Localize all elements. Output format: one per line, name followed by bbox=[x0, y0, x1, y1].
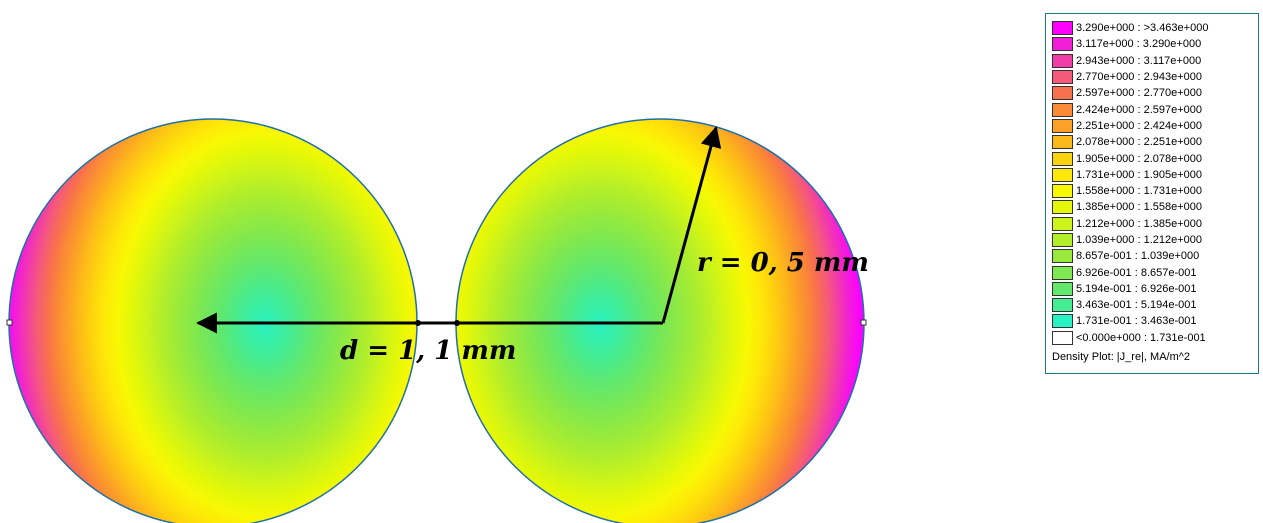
legend-row: 2.424e+000 : 2.597e+000 bbox=[1052, 101, 1252, 117]
legend-row: 1.212e+000 : 1.385e+000 bbox=[1052, 216, 1252, 232]
legend-range-label: 2.770e+000 : 2.943e+000 bbox=[1076, 71, 1203, 84]
legend-row: <0.000e+000 : 1.731e-001 bbox=[1052, 330, 1252, 346]
contact-point-right bbox=[454, 320, 460, 326]
legend-row: 3.463e-001 : 5.194e-001 bbox=[1052, 297, 1252, 313]
legend-row: 1.558e+000 : 1.731e+000 bbox=[1052, 183, 1252, 199]
legend-swatch bbox=[1052, 167, 1073, 182]
contact-point-left bbox=[415, 320, 421, 326]
legend-swatch bbox=[1052, 314, 1073, 329]
legend-row: 2.770e+000 : 2.943e+000 bbox=[1052, 69, 1252, 85]
legend-swatch bbox=[1052, 21, 1073, 36]
legend-swatch bbox=[1052, 298, 1073, 313]
legend-range-label: 1.385e+000 : 1.558e+000 bbox=[1076, 201, 1203, 214]
right-edge-node bbox=[860, 319, 867, 326]
legend-swatch bbox=[1052, 330, 1073, 345]
legend-swatch bbox=[1052, 86, 1073, 101]
legend-rows: 3.290e+000 : >3.463e+000 3.117e+000 : 3.2… bbox=[1052, 20, 1252, 346]
radius-label: r = 0, 5 mm bbox=[697, 248, 869, 278]
legend-swatch bbox=[1052, 70, 1073, 85]
legend-row: 2.078e+000 : 2.251e+000 bbox=[1052, 134, 1252, 150]
legend-swatch bbox=[1052, 281, 1073, 296]
legend-range-label: 1.731e-001 : 3.463e-001 bbox=[1076, 315, 1197, 328]
legend-range-label: 2.078e+000 : 2.251e+000 bbox=[1076, 136, 1203, 149]
legend-row: 1.039e+000 : 1.212e+000 bbox=[1052, 232, 1252, 248]
left-conductor-disc bbox=[8, 118, 418, 523]
legend-swatch bbox=[1052, 53, 1073, 68]
legend-swatch bbox=[1052, 37, 1073, 52]
legend-row: 1.385e+000 : 1.558e+000 bbox=[1052, 199, 1252, 215]
legend-swatch bbox=[1052, 200, 1073, 215]
legend-range-label: 1.731e+000 : 1.905e+000 bbox=[1076, 168, 1203, 181]
legend-row: 1.905e+000 : 2.078e+000 bbox=[1052, 150, 1252, 166]
legend-swatch bbox=[1052, 233, 1073, 247]
legend-row: 6.926e-001 : 8.657e-001 bbox=[1052, 264, 1252, 280]
legend-swatch bbox=[1052, 118, 1073, 133]
legend-range-label: 6.926e-001 : 8.657e-001 bbox=[1076, 266, 1197, 279]
legend-row: 1.731e+000 : 1.905e+000 bbox=[1052, 167, 1252, 183]
density-legend: 3.290e+000 : >3.463e+000 3.117e+000 : 3.2… bbox=[1045, 13, 1259, 374]
legend-row: 3.290e+000 : >3.463e+000 bbox=[1052, 20, 1252, 36]
legend-range-label: 3.463e-001 : 5.194e-001 bbox=[1076, 299, 1197, 312]
legend-swatch bbox=[1052, 249, 1073, 264]
legend-row: 2.251e+000 : 2.424e+000 bbox=[1052, 118, 1252, 134]
legend-range-label: 1.905e+000 : 2.078e+000 bbox=[1076, 152, 1203, 165]
legend-row: 2.597e+000 : 2.770e+000 bbox=[1052, 85, 1252, 101]
legend-swatch bbox=[1052, 102, 1073, 117]
legend-range-label: 5.194e-001 : 6.926e-001 bbox=[1076, 282, 1197, 295]
legend-swatch bbox=[1052, 184, 1073, 199]
left-edge-node bbox=[6, 319, 13, 326]
legend-range-label: 8.657e-001 : 1.039e+000 bbox=[1076, 250, 1200, 263]
legend-swatch bbox=[1052, 135, 1073, 150]
legend-row: 2.943e+000 : 3.117e+000 bbox=[1052, 53, 1252, 69]
right-conductor-disc bbox=[455, 118, 865, 523]
legend-range-label: 3.117e+000 : 3.290e+000 bbox=[1076, 38, 1202, 51]
radius-arrow bbox=[661, 125, 722, 324]
legend-range-label: 2.251e+000 : 2.424e+000 bbox=[1076, 119, 1203, 132]
legend-row: 8.657e-001 : 1.039e+000 bbox=[1052, 248, 1252, 264]
legend-range-label: 1.558e+000 : 1.731e+000 bbox=[1076, 185, 1203, 198]
legend-range-label: 1.039e+000 : 1.212e+000 bbox=[1076, 234, 1203, 246]
legend-range-label: 3.290e+000 : >3.463e+000 bbox=[1076, 22, 1209, 35]
legend-swatch bbox=[1052, 151, 1073, 166]
legend-swatch bbox=[1052, 216, 1073, 231]
legend-row: 5.194e-001 : 6.926e-001 bbox=[1052, 281, 1252, 297]
legend-range-label: 2.424e+000 : 2.597e+000 bbox=[1076, 103, 1203, 116]
legend-range-label: 1.212e+000 : 1.385e+000 bbox=[1076, 217, 1203, 230]
legend-caption: Density Plot: |J_re|, MA/m^2 bbox=[1052, 350, 1191, 363]
legend-row: 3.117e+000 : 3.290e+000 bbox=[1052, 36, 1252, 52]
legend-range-label: 2.943e+000 : 3.117e+000 bbox=[1076, 54, 1202, 67]
legend-row: 1.731e-001 : 3.463e-001 bbox=[1052, 313, 1252, 329]
legend-range-label: <0.000e+000 : 1.731e-001 bbox=[1076, 331, 1206, 344]
legend-range-label: 2.597e+000 : 2.770e+000 bbox=[1076, 87, 1203, 100]
legend-swatch bbox=[1052, 265, 1073, 280]
diameter-label: d = 1, 1 mm bbox=[340, 336, 516, 366]
